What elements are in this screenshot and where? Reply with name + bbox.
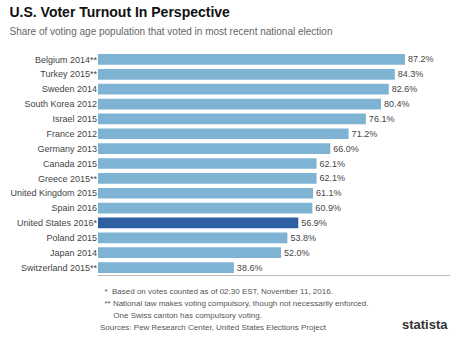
svg-text:76.1%: 76.1%	[369, 114, 395, 124]
svg-text:United States 2016*: United States 2016*	[17, 218, 98, 228]
svg-text:62.1%: 62.1%	[320, 159, 346, 169]
svg-text:** National law makes voting c: ** National law makes voting compulsory,…	[100, 299, 368, 308]
svg-text:* Based on votes counted as o: * Based on votes counted as of 02:30 EST…	[100, 287, 333, 296]
svg-text:82.6%: 82.6%	[392, 84, 418, 94]
svg-text:Turkey 2015**: Turkey 2015**	[40, 69, 97, 79]
svg-text:United Kingdom 2015: United Kingdom 2015	[10, 188, 97, 198]
svg-text:statista: statista	[402, 317, 448, 332]
svg-text:France 2012: France 2012	[46, 129, 97, 139]
svg-text:80.4%: 80.4%	[384, 99, 410, 109]
svg-text:53.8%: 53.8%	[290, 233, 316, 243]
svg-text:Belgium 2014**: Belgium 2014**	[35, 55, 98, 65]
svg-text:61.1%: 61.1%	[316, 188, 342, 198]
svg-text:Japan 2014: Japan 2014	[50, 248, 97, 258]
svg-text:Sweden 2014: Sweden 2014	[42, 84, 97, 94]
svg-text:Sources: Pew Research Center,: Sources: Pew Research Center, United Sta…	[100, 323, 327, 332]
svg-text:Germany 2013: Germany 2013	[37, 144, 97, 154]
svg-text:87.2%: 87.2%	[408, 54, 434, 64]
svg-text:71.2%: 71.2%	[352, 129, 378, 139]
svg-text:Poland 2015: Poland 2015	[46, 233, 97, 243]
svg-text:Greece 2015**: Greece 2015**	[38, 174, 98, 184]
svg-text:62.1%: 62.1%	[320, 173, 346, 183]
svg-text:56.9%: 56.9%	[301, 218, 327, 228]
svg-text:Spain 2016: Spain 2016	[51, 203, 97, 213]
svg-text:Israel 2015: Israel 2015	[52, 114, 97, 124]
svg-text:84.3%: 84.3%	[398, 69, 424, 79]
svg-text:U.S. Voter Turnout In Perspect: U.S. Voter Turnout In PerspectiveShare o…	[9, 4, 332, 37]
svg-text:52.0%: 52.0%	[284, 248, 310, 258]
svg-text:Canada 2015: Canada 2015	[43, 159, 97, 169]
svg-text:South Korea 2012: South Korea 2012	[24, 99, 97, 109]
svg-text:One Swiss canton has compulsor: One Swiss canton has compulsory voting.	[100, 311, 262, 320]
svg-text:60.9%: 60.9%	[315, 203, 341, 213]
svg-text:38.6%: 38.6%	[237, 263, 263, 273]
svg-text:66.0%: 66.0%	[333, 144, 359, 154]
svg-text:Switzerland 2015**: Switzerland 2015**	[21, 263, 98, 273]
